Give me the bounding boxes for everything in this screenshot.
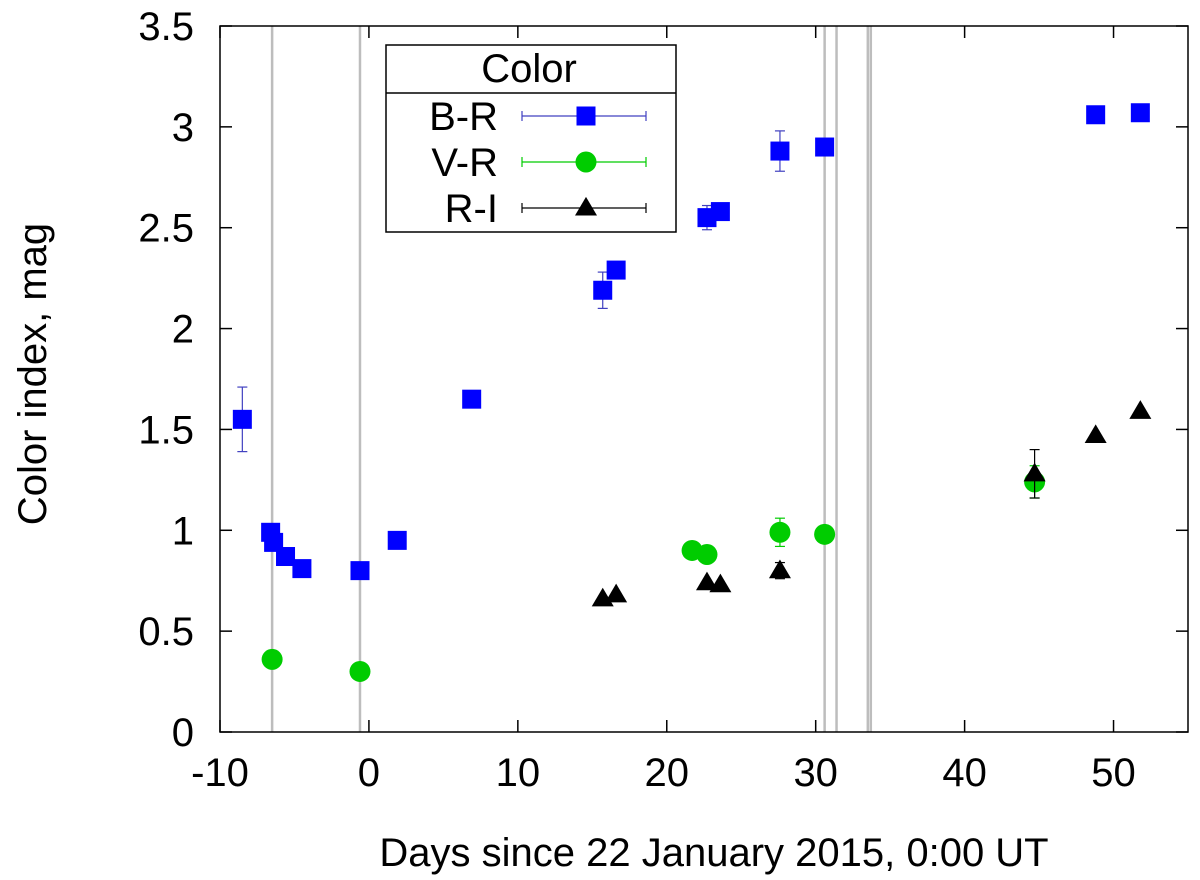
y-tick-label: 1: [172, 509, 194, 553]
data-point-b-r: [292, 559, 312, 579]
y-tick-label: 0: [172, 711, 194, 755]
x-tick-label: -10: [191, 751, 249, 795]
legend-marker: [575, 151, 597, 173]
data-point-v-r: [261, 648, 283, 670]
data-point-b-r: [1130, 103, 1150, 123]
x-tick-label: 50: [1091, 751, 1136, 795]
data-point-b-r: [710, 202, 730, 222]
data-point-r-i: [1129, 400, 1152, 419]
y-axis-title: Color index, mag: [11, 223, 55, 525]
data-point-b-r: [815, 137, 835, 157]
data-point-r-i: [605, 583, 628, 603]
plot-frame: [219, 25, 1189, 733]
legend-entries: B-RV-RR-I: [429, 95, 647, 231]
data-point-b-r: [462, 389, 482, 409]
data-point-v-r: [814, 523, 836, 545]
data-point-r-i: [1023, 462, 1046, 482]
data-point-b-r: [1086, 105, 1106, 125]
x-tick-label: 0: [358, 751, 380, 795]
data-point-v-r: [349, 660, 371, 682]
series-v-r: [261, 465, 1046, 682]
data-points: [232, 103, 1152, 682]
x-tick-label: 20: [645, 751, 690, 795]
legend-label: V-R: [431, 141, 498, 185]
data-point-r-i: [709, 573, 732, 593]
legend-label: B-R: [429, 95, 498, 139]
y-tick-label: 0.5: [138, 610, 194, 654]
legend: Color B-RV-RR-I: [385, 44, 677, 233]
x-axis-title: Days since 22 January 2015, 0:00 UT: [379, 831, 1048, 875]
legend-marker: [576, 106, 596, 126]
legend-box: [385, 44, 677, 233]
data-point-r-i: [1084, 424, 1107, 444]
data-point-r-i: [695, 571, 718, 591]
data-point-b-r: [387, 530, 407, 550]
data-point-r-i: [768, 559, 791, 579]
y-tick-label: 3: [172, 106, 194, 150]
data-point-b-r: [276, 547, 296, 567]
legend-entry-v-r: V-R: [431, 141, 647, 185]
x-tick-label: 30: [793, 751, 838, 795]
y-tick-label: 2: [172, 308, 194, 352]
data-point-b-r: [593, 280, 613, 300]
data-point-v-r: [696, 543, 718, 565]
legend-marker: [575, 196, 597, 216]
data-point-b-r: [350, 561, 370, 581]
legend-label: R-I: [445, 187, 498, 231]
data-point-b-r: [232, 409, 252, 429]
y-tick-label: 3.5: [138, 5, 194, 49]
y-tick-label: 1.5: [138, 408, 194, 452]
data-point-v-r: [769, 521, 791, 543]
x-tick-label: 10: [496, 751, 541, 795]
y-tick-label: 2.5: [138, 207, 194, 251]
data-point-b-r: [770, 141, 790, 161]
series-b-r: [232, 103, 1150, 581]
series-r-i: [591, 400, 1152, 607]
data-point-b-r: [606, 260, 626, 280]
legend-entry-r-i: R-I: [445, 187, 647, 231]
legend-title: Color: [481, 47, 577, 91]
x-tick-label: 40: [942, 751, 987, 795]
legend-entry-b-r: B-R: [429, 95, 647, 139]
